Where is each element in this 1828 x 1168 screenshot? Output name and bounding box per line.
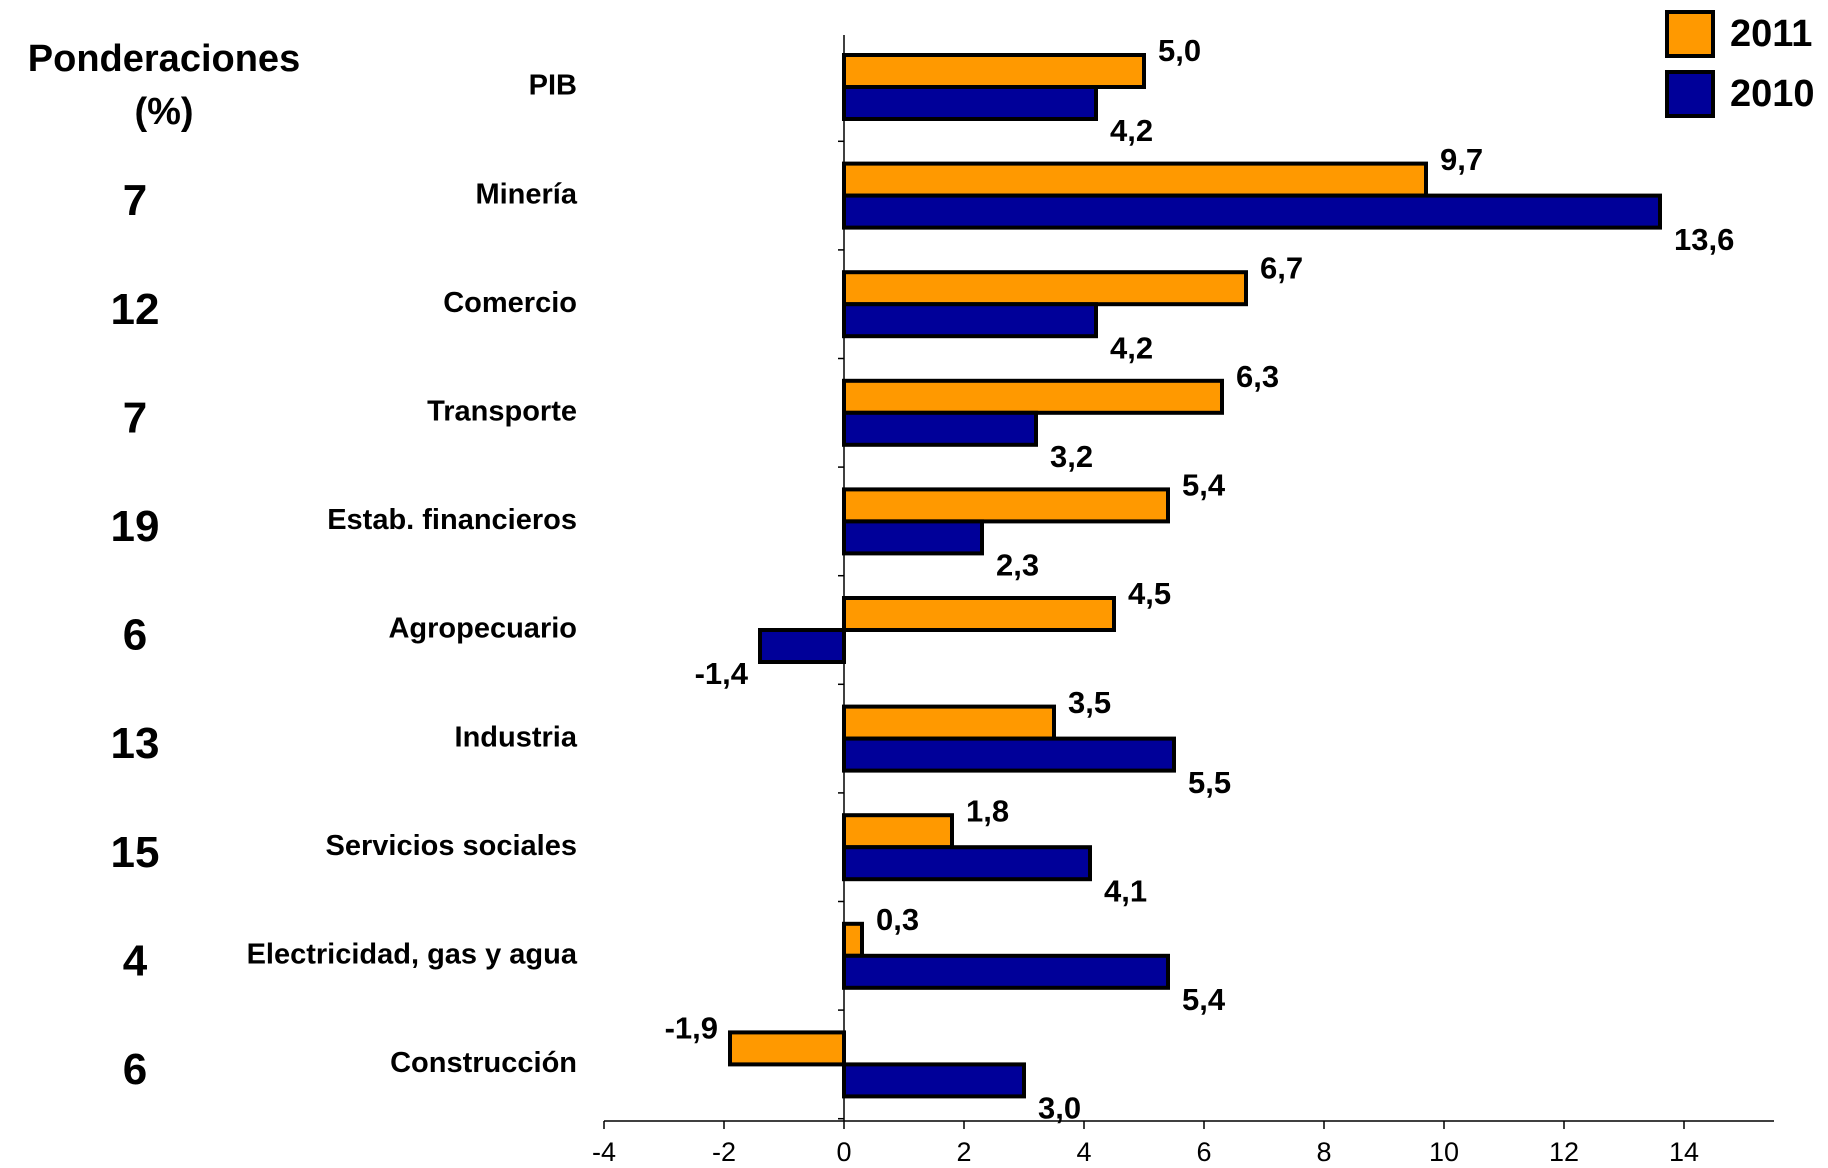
value-label: 3,2 [1050,439,1093,474]
value-label: 13,6 [1674,222,1734,257]
x-tick-label: -2 [712,1137,736,1167]
x-tick-label: 6 [1196,1137,1211,1167]
bar [758,628,846,664]
weight-value: 15 [111,828,160,877]
x-tick-label: 2 [956,1137,971,1167]
legend-label: 2010 [1730,73,1815,115]
bar [842,161,1428,198]
value-label: 6,7 [1260,250,1303,285]
bar [842,519,984,556]
value-label: 5,5 [1188,765,1231,800]
value-label: 0,3 [876,902,919,937]
x-tick-label: 14 [1669,1137,1699,1167]
category-label: Minería [475,178,577,210]
weight-value: 13 [111,719,160,768]
value-label: 5,4 [1182,468,1226,503]
value-label: 1,8 [966,793,1009,828]
category-label: Industria [455,721,578,753]
x-tick-label: 12 [1549,1137,1579,1167]
value-label: 6,3 [1236,359,1279,394]
bar [842,270,1248,307]
legend-label: 2011 [1730,13,1812,55]
value-label: 5,0 [1158,33,1201,68]
category-label: Comercio [443,287,577,319]
bar [842,953,1170,990]
x-tick-label: 0 [836,1137,851,1167]
weight-value: 7 [123,176,147,225]
bar [842,85,1098,121]
legend-swatch [1665,70,1715,118]
x-tick-label: 8 [1316,1137,1331,1167]
value-label: 4,2 [1110,113,1153,148]
value-label: 2,3 [996,548,1039,583]
value-label: 4,5 [1128,576,1171,611]
weight-value: 7 [123,393,147,442]
bar [842,736,1176,773]
category-label: PIB [529,70,577,102]
category-label: Agropecuario [388,613,577,645]
weight-value: 6 [123,1045,147,1094]
legend-swatch [1665,10,1715,58]
value-label: 4,1 [1104,873,1147,908]
weight-value: 6 [123,611,147,660]
bar [842,921,864,958]
bar [842,302,1098,339]
weights-title: (%) [134,91,193,133]
bar [842,813,954,850]
bar [842,596,1116,632]
weight-value: 12 [111,285,160,334]
category-label: Electricidad, gas y agua [247,938,578,970]
value-label: -1,4 [695,656,749,691]
bar [842,487,1170,524]
weight-value: 4 [123,936,148,985]
x-tick-label: -4 [592,1137,616,1167]
category-label: Estab. financieros [327,504,577,536]
bar [842,378,1224,415]
weights-title: Ponderaciones [28,38,300,80]
category-label: Construcción [390,1047,577,1079]
category-label: Transporte [427,395,577,427]
value-label: 3,0 [1038,1091,1081,1126]
value-label: -1,9 [665,1011,718,1046]
bar [728,1030,846,1067]
bar [842,845,1092,882]
value-label: 9,7 [1440,142,1483,177]
value-label: 4,2 [1110,330,1153,365]
bar [842,1062,1026,1099]
bar [842,410,1038,447]
x-tick-label: 4 [1076,1137,1091,1167]
value-label: 3,5 [1068,685,1111,720]
value-label: 5,4 [1182,982,1226,1017]
weight-value: 19 [111,502,160,551]
bar [842,193,1662,230]
x-tick-label: 10 [1429,1137,1459,1167]
category-label: Servicios sociales [326,830,578,862]
bar [842,704,1056,741]
bar [842,53,1146,89]
